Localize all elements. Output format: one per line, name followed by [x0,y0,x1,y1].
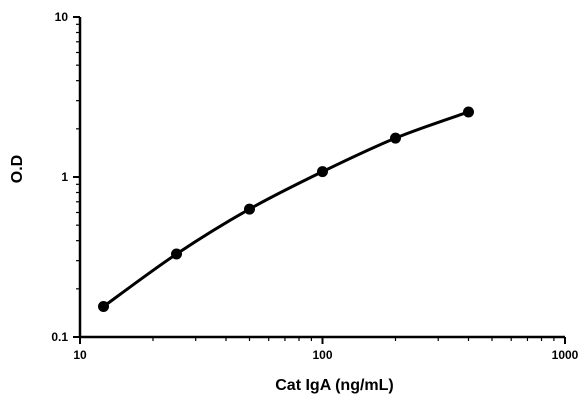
x-tick-label: 10 [73,348,87,362]
tick-labels: 10 100 1000 0.1 1 10 [51,10,578,362]
data-point [462,106,474,118]
y-tick-label: 10 [55,10,69,24]
minor-ticks [76,23,555,341]
major-ticks [73,16,566,344]
x-tick-label: 100 [312,348,332,362]
series-line [102,110,470,308]
y-axis-title: O.D [9,155,26,183]
data-point [244,203,256,215]
data-point [171,248,183,260]
data-points [98,106,474,313]
x-tick-label: 1000 [552,348,579,362]
data-point [98,301,110,313]
data-point [317,166,328,178]
y-tick-label: 0.1 [51,330,68,344]
y-tick-label: 1 [61,170,68,184]
x-axis-title: Cat IgA (ng/mL) [275,377,394,394]
data-point [389,132,401,144]
